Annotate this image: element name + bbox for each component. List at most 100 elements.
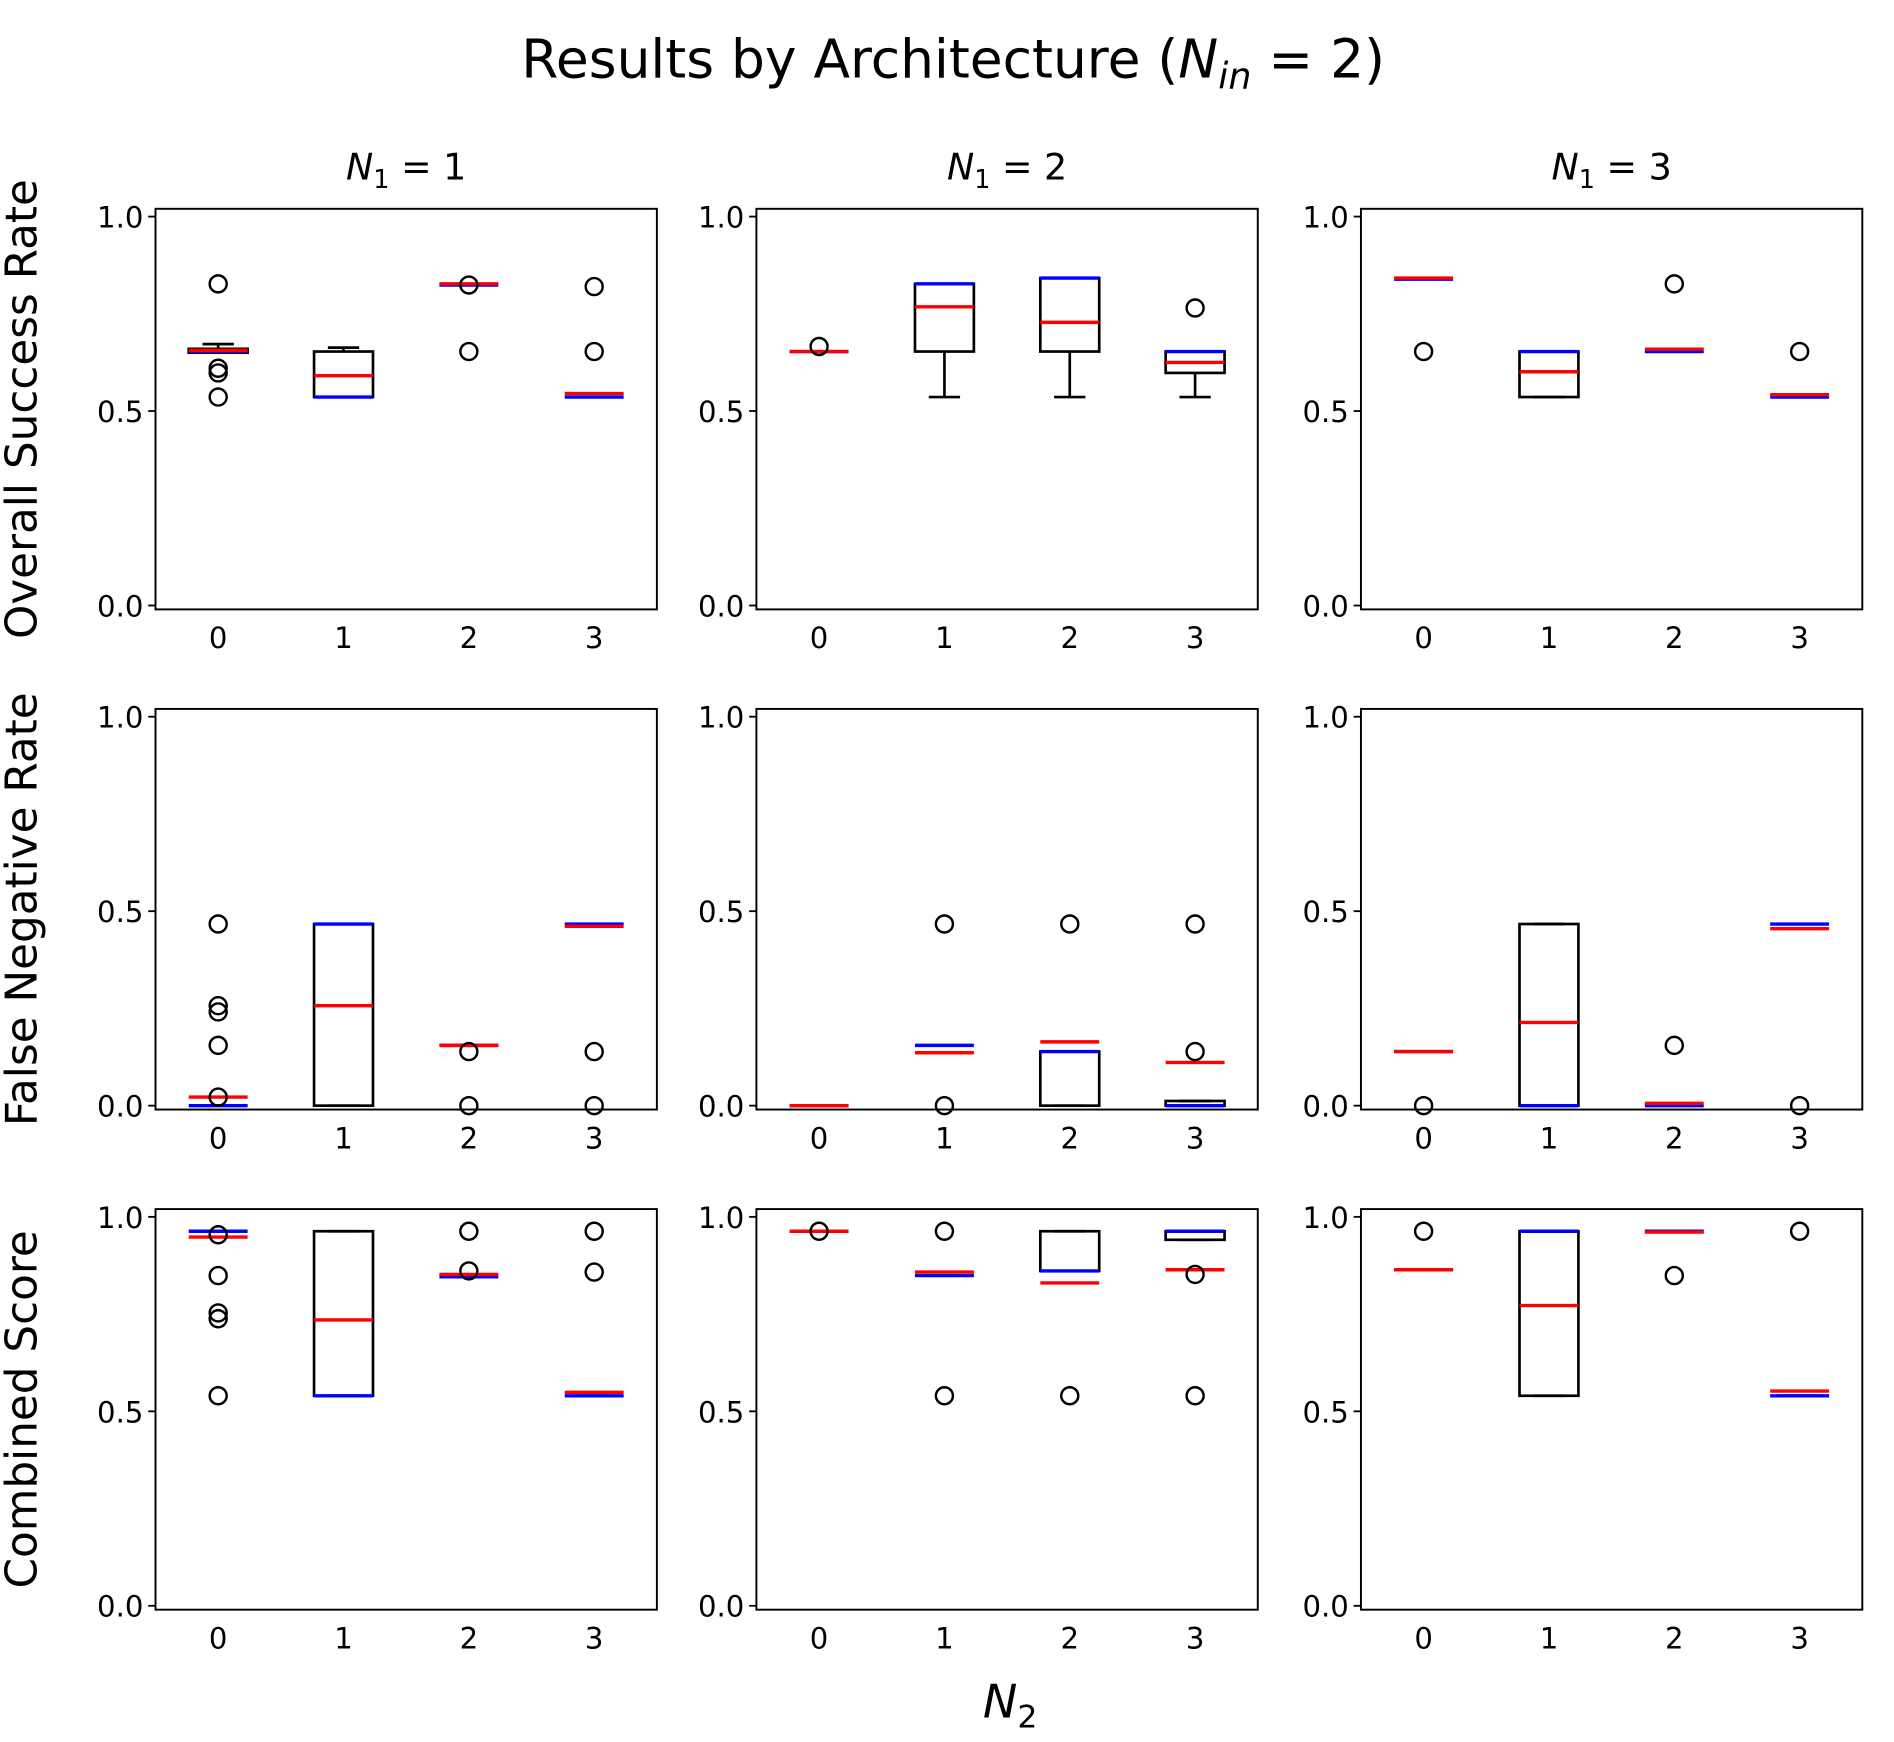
title-part: = 2) [1251,28,1385,91]
plot-frame [1359,707,1864,1111]
outlier [1413,1221,1434,1241]
y-tick-label: 0.5 [1302,1395,1348,1429]
x-tick-label: 3 [1790,621,1809,655]
x-tick-label: 1 [334,1622,353,1656]
y-tick-label: 0.0 [1302,589,1348,623]
title-part: 1 [1579,165,1595,195]
outlier [934,914,955,934]
x-tick-label: 1 [1540,1622,1559,1656]
x-tick-label: 1 [334,1121,353,1155]
outlier [459,1221,479,1241]
outlier [459,275,479,295]
title-part: N [1178,28,1218,91]
y-tick-label: 0.5 [1302,395,1348,429]
y-tick-label: 0.5 [97,895,143,929]
y-tick-label: 0.0 [698,589,744,623]
title-part: 1 [974,165,990,195]
plot-frame [154,1208,658,1611]
x-tick-label: 0 [810,1622,829,1656]
figure-title: Results by Architecture (Nin = 2) [521,28,1385,98]
x-tick-label: 3 [1790,1622,1809,1656]
y-tick-label: 0.0 [1302,1590,1348,1624]
outlier [1185,1386,1205,1406]
outlier [208,387,228,407]
outlier [1413,341,1434,362]
x-tick-label: 0 [1414,1121,1433,1155]
x-tick-label: 3 [585,621,604,655]
y-tick-label: 0.0 [698,1090,744,1124]
outlier [584,341,604,362]
outlier [584,1221,604,1241]
outlier [208,1303,228,1323]
x-tick-label: 1 [935,621,954,655]
y-tick-label: 1.0 [1302,201,1348,235]
subplot-title: N1 = 1 [346,146,466,195]
outlier [584,1095,604,1116]
x-tick-label: 2 [1060,621,1079,655]
outlier [208,363,228,383]
x-tick-label: 3 [585,1622,604,1656]
y-tick-label: 0.5 [97,395,143,429]
x-label-part: 2 [1017,1699,1037,1735]
outlier [1185,1041,1205,1062]
x-tick-label: 3 [585,1121,604,1155]
x-tick-label: 2 [1665,621,1684,655]
y-tick-label: 1.0 [698,701,744,735]
outlier [1060,914,1080,934]
y-tick-label: 1.0 [97,701,143,735]
plot-frame [755,207,1259,611]
outlier [208,995,228,1016]
y-tick-label: 1.0 [97,201,143,235]
x-tick-label: 3 [1186,1622,1205,1656]
y-tick-label: 1.0 [698,1201,744,1235]
y-axis-label: Combined Score [0,1230,48,1588]
x-tick-label: 2 [460,1121,479,1155]
outlier [1789,1221,1810,1241]
plot-frame [755,707,1259,1111]
x-tick-label: 0 [209,1622,228,1656]
title-part: N [947,146,974,189]
y-tick-label: 0.0 [97,589,143,623]
outlier [1664,274,1685,294]
outlier [934,1221,955,1241]
outlier [1185,1264,1205,1285]
title-part: = 2 [990,146,1067,189]
x-tick-label: 3 [1186,621,1205,655]
outlier [208,1309,228,1329]
outlier [1664,1035,1685,1056]
x-tick-label: 0 [810,1121,829,1155]
title-part: = 1 [390,146,467,189]
x-tick-label: 1 [1540,621,1559,655]
plot-frame [154,207,658,611]
outlier [809,1221,829,1241]
x-tick-label: 0 [209,1121,228,1155]
y-tick-label: 0.5 [97,1395,143,1429]
x-tick-label: 2 [460,621,479,655]
outlier [459,1261,479,1281]
outlier [1664,1265,1685,1286]
y-tick-label: 0.0 [698,1590,744,1624]
subplot-title: N1 = 3 [1551,146,1671,195]
title-part: in [1218,55,1251,98]
y-axis-label: Overall Success Rate [0,179,48,639]
x-tick-label: 0 [209,621,228,655]
y-tick-label: 0.0 [97,1090,143,1124]
title-part: N [346,146,373,189]
x-label-part: N [983,1675,1018,1729]
outlier [934,1386,955,1406]
plot-frame [1359,207,1864,611]
outlier [459,1041,479,1062]
x-tick-label: 2 [1060,1622,1079,1656]
y-tick-label: 1.0 [698,201,744,235]
outlier [1789,1095,1810,1116]
x-tick-label: 2 [460,1622,479,1656]
outlier [459,1095,479,1116]
x-tick-label: 1 [334,621,353,655]
outlier [1185,298,1205,318]
outlier [584,1041,604,1062]
outlier [584,1262,604,1282]
x-tick-label: 2 [1665,1121,1684,1155]
y-tick-label: 0.0 [1302,1090,1348,1124]
title-part: 1 [373,165,389,195]
outlier [459,341,479,362]
